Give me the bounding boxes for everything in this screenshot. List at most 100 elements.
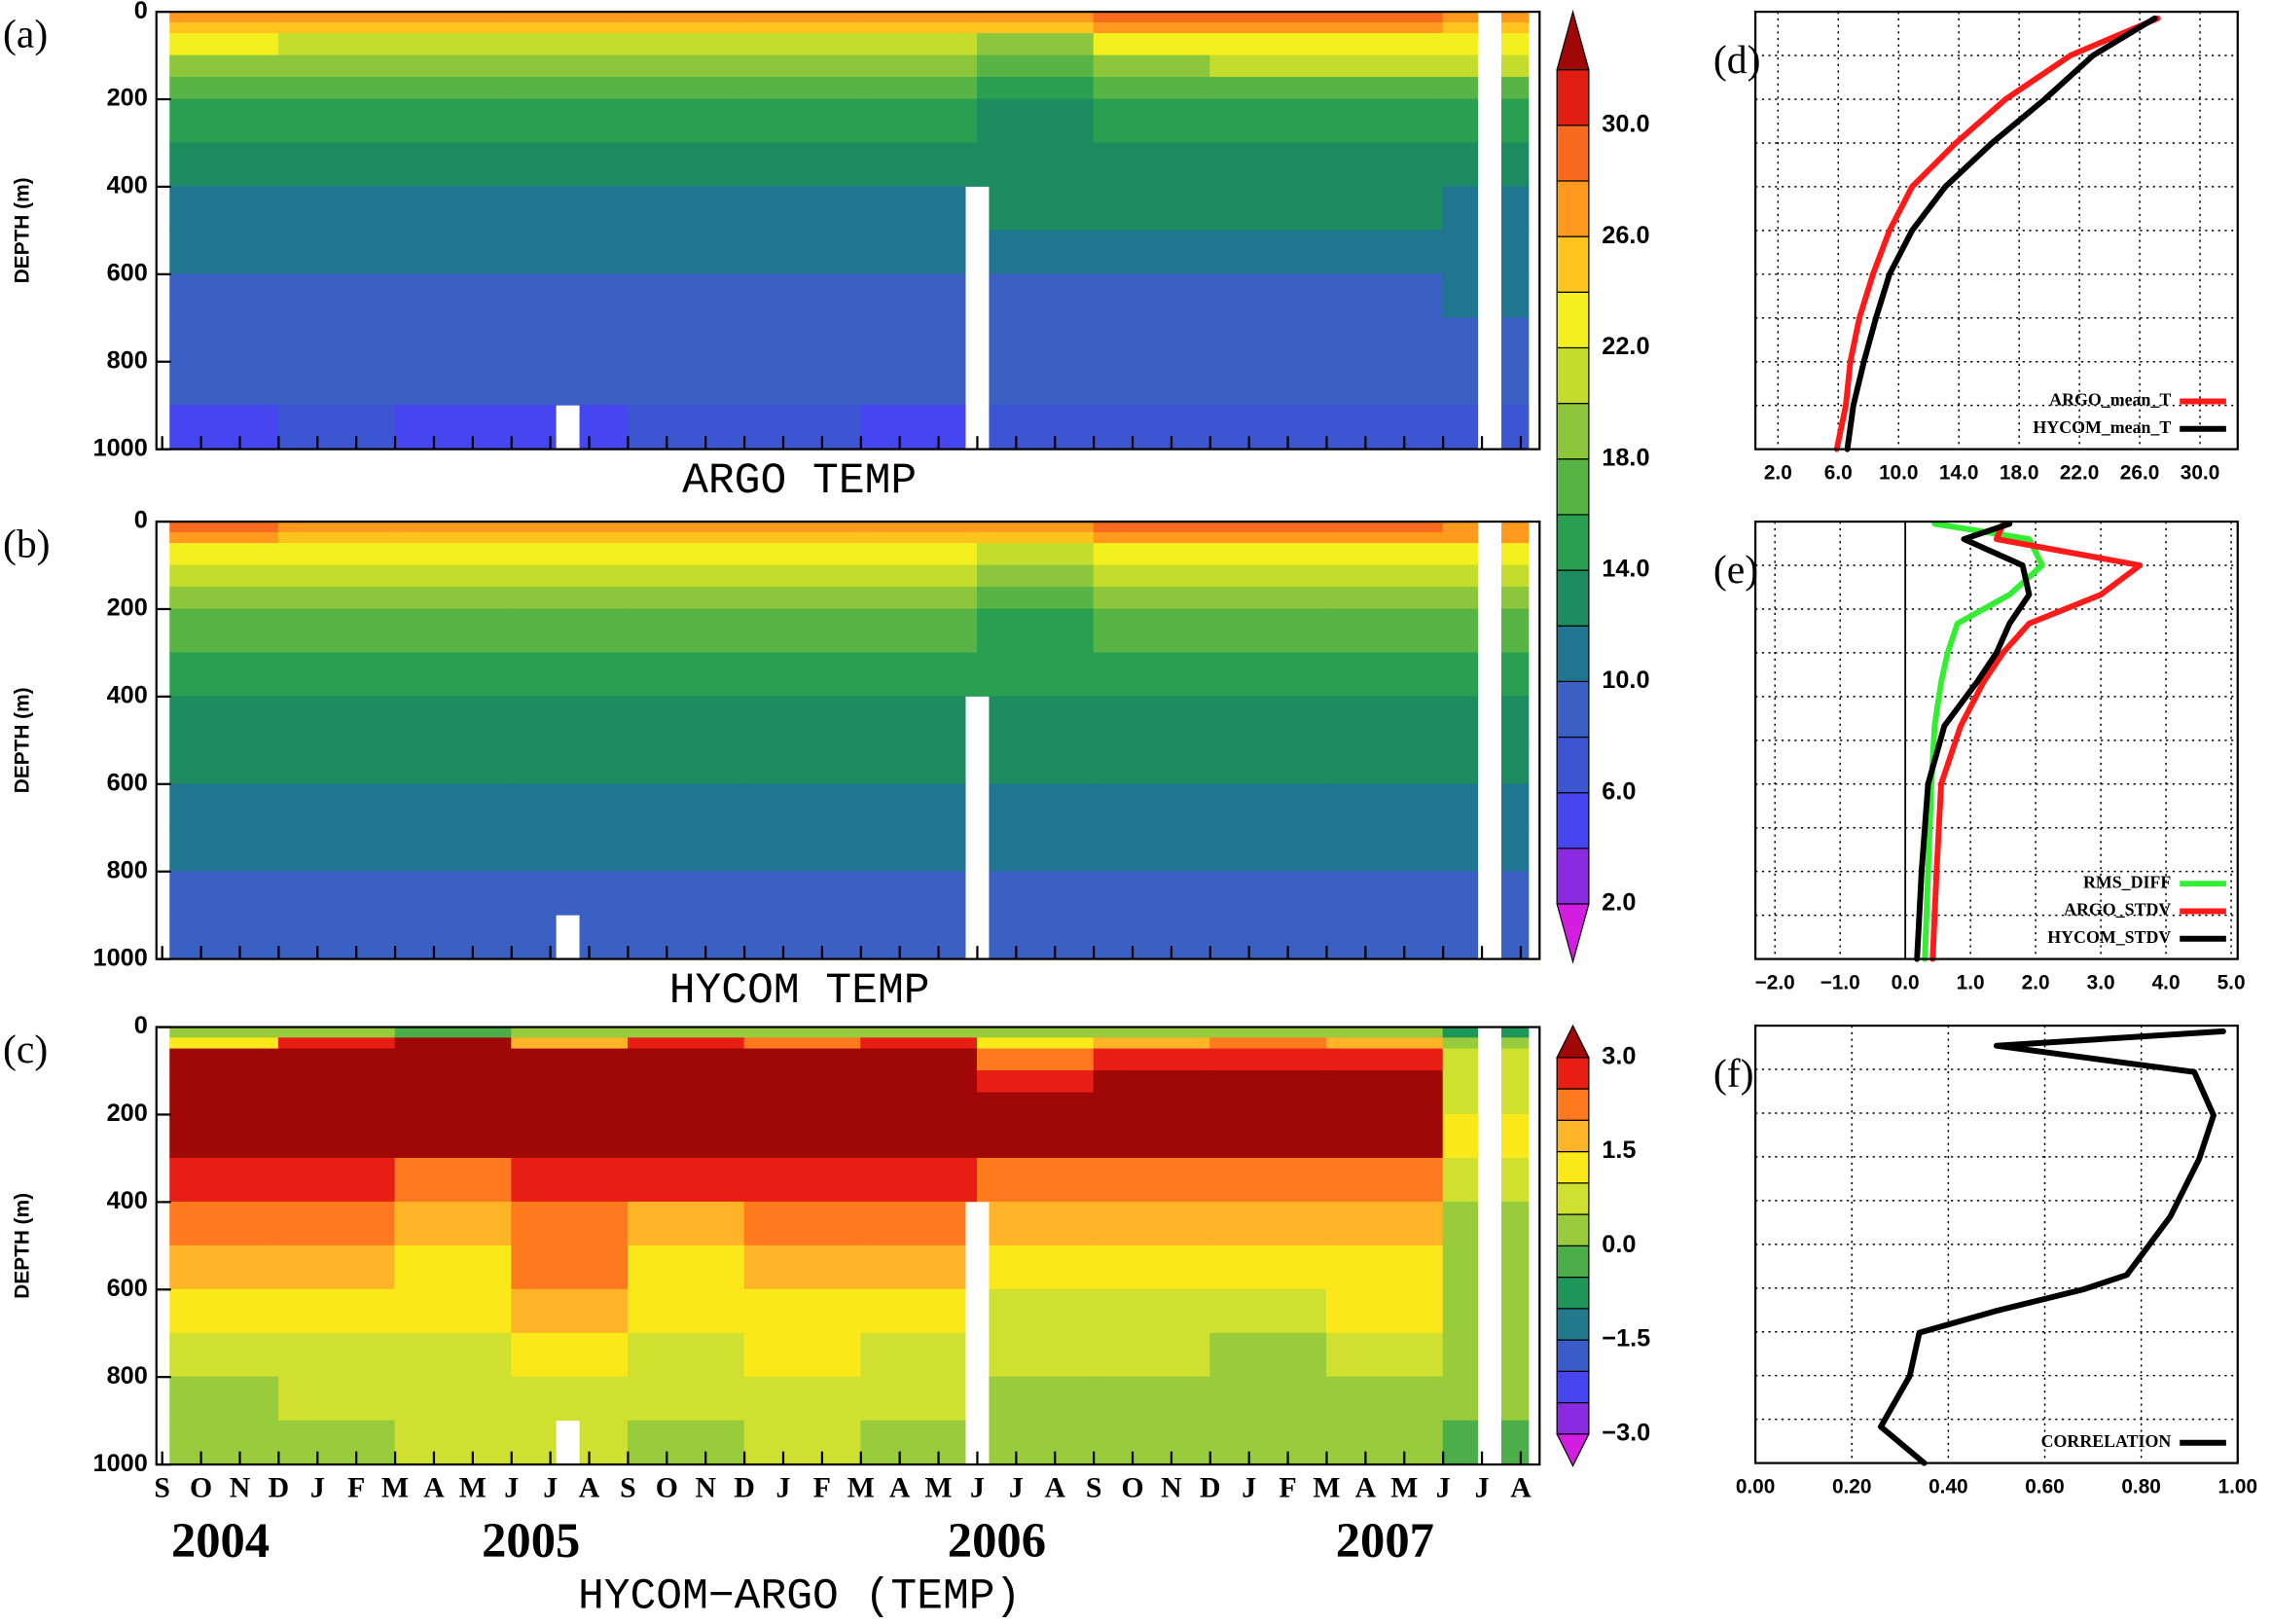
plot-frame <box>155 1026 1541 1466</box>
colorbar-band <box>1556 1339 1590 1372</box>
contour-cell <box>1093 1027 1211 1039</box>
y-tick-label: 200 <box>107 1100 148 1127</box>
contour-cell <box>1093 1048 1211 1071</box>
contour-cell <box>1326 142 1444 188</box>
colorbar-tick-label: 10.0 <box>1602 667 1649 694</box>
contour-cell <box>860 871 978 917</box>
panel-label: (f) <box>1713 1052 1754 1097</box>
colorbar-tick-label: 2.0 <box>1602 889 1636 917</box>
contour-cell <box>1093 273 1211 319</box>
contour-cell <box>1209 1157 1327 1203</box>
colorbar-extend-high <box>1556 1024 1590 1059</box>
contour-cell <box>860 543 978 566</box>
contour-cell <box>860 1048 978 1071</box>
contour-cell <box>627 230 745 275</box>
colorbar-band <box>1556 180 1590 237</box>
colorbar-tick-label: 3.0 <box>1602 1042 1636 1069</box>
year-label: 2006 <box>948 1513 1046 1568</box>
colorbar-band <box>1556 848 1590 905</box>
contour-cell <box>1093 608 1211 654</box>
x-tick-label: M <box>925 1472 953 1504</box>
contour-cell <box>977 1157 1095 1203</box>
contour-cell <box>1209 1092 1327 1115</box>
contour-cell <box>860 1376 978 1422</box>
contour-cell <box>627 1114 745 1159</box>
y-tick-label: 0 <box>134 507 148 534</box>
contour-cell <box>977 1070 1095 1094</box>
contour-cell <box>743 77 862 100</box>
x-tick-label: M <box>847 1472 875 1504</box>
colorbar-tick-label: 26.0 <box>1602 222 1649 249</box>
y-tick-label: 1000 <box>93 1450 148 1477</box>
panel-label: (a) <box>3 12 48 56</box>
contour-cell <box>860 142 978 188</box>
contour-cell <box>169 186 279 232</box>
contour-cell <box>1326 1037 1444 1050</box>
contour-cell <box>1093 1092 1211 1115</box>
contour-cell <box>394 98 513 144</box>
contour-cell <box>743 1092 862 1115</box>
plot-frame <box>1753 1024 2239 1464</box>
contour-cell <box>977 186 1095 232</box>
contour-cell <box>394 587 513 610</box>
colorbar-band <box>1556 346 1590 405</box>
contour-cell <box>277 915 396 960</box>
contour-cell <box>860 273 978 319</box>
contour-cell <box>1326 1376 1444 1422</box>
contour-cell <box>743 521 862 533</box>
y-tick-label: 200 <box>107 85 148 112</box>
contour-cell <box>277 54 396 78</box>
contour-cell <box>743 871 862 917</box>
colorbar-band <box>1556 125 1590 182</box>
contour-cell <box>977 543 1095 566</box>
contour-cell <box>860 317 978 363</box>
colorbar-band <box>1556 1088 1590 1121</box>
missing-data <box>965 696 990 959</box>
contour-cell <box>511 1245 629 1290</box>
contour-cell <box>627 361 745 407</box>
contour-cell <box>977 11 1095 23</box>
contour-cell <box>743 1288 862 1334</box>
colorbar-band <box>1556 1150 1590 1184</box>
contour-cell <box>394 1114 513 1159</box>
contour-cell <box>277 1420 396 1465</box>
profile-line <box>1844 15 2158 452</box>
contour-cell <box>860 1332 978 1378</box>
contour-cell <box>743 587 862 610</box>
contour-cell <box>1209 783 1327 829</box>
contour-cell <box>1093 1201 1211 1246</box>
contour-cell <box>1093 1288 1211 1334</box>
colorbar-band <box>1556 792 1590 849</box>
contour-cell <box>511 543 629 566</box>
contour-cell <box>977 317 1095 363</box>
contour-cell <box>511 1201 629 1246</box>
contour-cell <box>277 521 396 533</box>
contour-cell <box>977 608 1095 654</box>
colorbar-band <box>1556 1308 1590 1341</box>
colorbar-tick-label: 1.5 <box>1602 1137 1636 1164</box>
contour-cell <box>860 1420 978 1465</box>
contour-cell <box>511 521 629 533</box>
colorbar-band <box>1556 736 1590 794</box>
contour-cell <box>277 186 396 232</box>
contour-cell <box>860 1092 978 1115</box>
contour-cell <box>277 273 396 319</box>
x-tick-label: 0.60 <box>2025 1475 2065 1498</box>
contour-cell <box>860 696 978 741</box>
contour-cell <box>977 696 1095 741</box>
contour-cell <box>394 405 513 451</box>
contour-cell <box>394 1420 513 1465</box>
contour-cell <box>1209 652 1327 698</box>
contour-cell <box>743 827 862 873</box>
contour-cell <box>860 405 978 451</box>
contour-cell <box>1093 531 1211 544</box>
colorbar-extend-high <box>1556 9 1590 71</box>
missing-data <box>1478 522 1502 959</box>
contour-cell <box>1209 317 1327 363</box>
contour-cell <box>1093 21 1211 35</box>
contour-cell <box>977 827 1095 873</box>
contour-cell <box>860 98 978 144</box>
contour-cell <box>1326 1070 1444 1094</box>
contour-cell <box>511 652 629 698</box>
